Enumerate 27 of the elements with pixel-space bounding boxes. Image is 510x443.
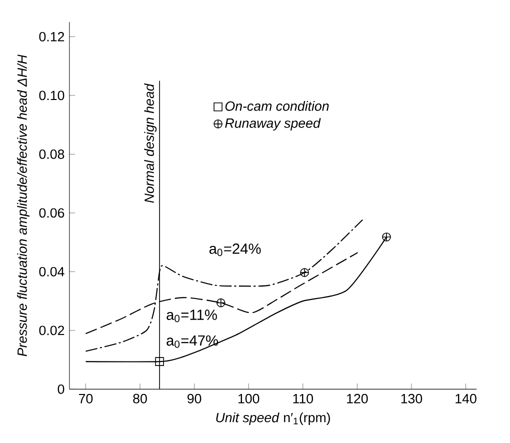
annotation: a$_{0}$=11% [166, 310, 217, 322]
y-tick-label: 0.04 [39, 267, 64, 277]
legend-label: On-cam condition [225, 101, 329, 112]
point [382, 232, 391, 242]
y-tick-label: 0.02 [39, 326, 64, 336]
x-tick-label: 140 [456, 394, 476, 404]
annotation: a$_{0}$=24% [209, 244, 261, 256]
x-tick-label: 100 [238, 394, 260, 404]
x-tick-label: 80 [133, 394, 147, 404]
y-tick-label: 0.10 [39, 90, 64, 100]
y-tick-label: 0 [58, 384, 64, 394]
point [300, 268, 309, 278]
point [216, 298, 226, 308]
x-tick-label: 110 [293, 394, 314, 404]
y-axis-title: Pressure fluctuation amplitude/effective head ΔH/H [17, 54, 30, 356]
y-tick-label: 0.06 [39, 208, 64, 218]
y-tick-label: 0.12 [39, 32, 64, 42]
y-tick-label: 0.08 [39, 150, 64, 160]
point [155, 357, 164, 366]
legend-label: Runaway speed [225, 118, 321, 131]
x-tick-label: 120 [347, 394, 368, 404]
ref-line-label: Normal design head [144, 84, 157, 203]
x-axis-title: Unit speed n′$_{1}$(rpm) [216, 412, 330, 426]
x-tick-label: 130 [401, 394, 422, 404]
annotation: a$_{0}$=47% [166, 336, 218, 348]
x-tick-label: 90 [188, 394, 202, 404]
x-tick-label: 70 [78, 394, 93, 404]
